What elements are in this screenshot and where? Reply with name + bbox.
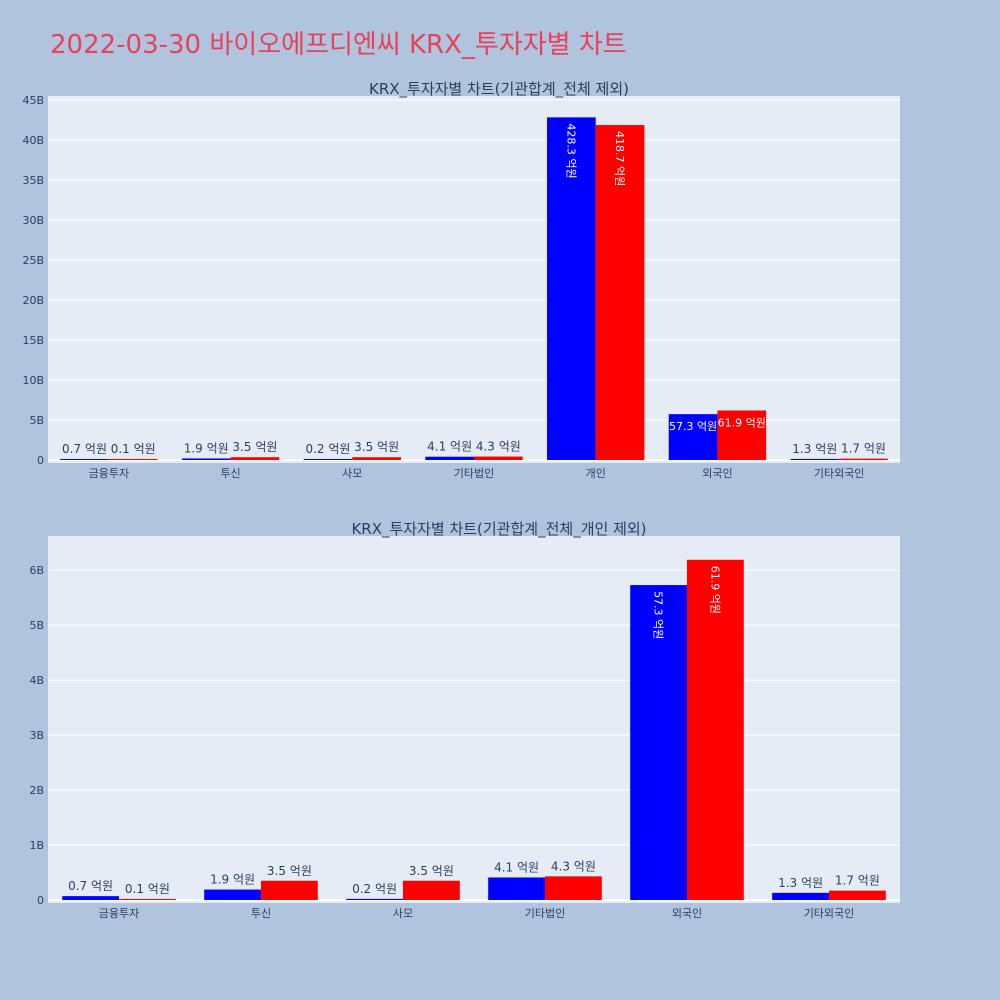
x-tick-label: 기타외국인 bbox=[814, 467, 865, 480]
x-tick-label: 사모 bbox=[393, 907, 413, 920]
page-title: 2022-03-30 바이오에프디엔씨 KRX_투자자별 차트 bbox=[50, 30, 627, 60]
data-label: 4.3 억원 bbox=[551, 859, 596, 873]
y-tick-label: 40B bbox=[22, 134, 44, 147]
x-tick-label: 개인 bbox=[586, 467, 606, 480]
x-tick-label: 외국인 bbox=[672, 907, 702, 920]
x-tick-label: 외국인 bbox=[702, 467, 732, 480]
bar bbox=[204, 889, 261, 900]
bar bbox=[474, 456, 523, 460]
bar bbox=[829, 890, 886, 900]
investor-chart-excl-individual: KRX_투자자별 차트(기관합계_전체_개인 제외) 0 1B 2B 3B 4B 5B 6B 금… bbox=[29, 520, 900, 920]
data-label: 3.5 억원 bbox=[267, 864, 312, 878]
data-label: 418.7 억원 bbox=[613, 131, 626, 186]
y-tick-label: 5B bbox=[29, 414, 44, 427]
data-label: 3.5 억원 bbox=[354, 440, 399, 454]
bar bbox=[403, 880, 460, 900]
data-label: 3.5 억원 bbox=[232, 440, 277, 454]
bar bbox=[303, 459, 353, 460]
data-label: 1.7 억원 bbox=[835, 874, 880, 888]
data-label: 428.3 억원 bbox=[564, 123, 577, 178]
data-label: 57.3 억원 bbox=[669, 420, 717, 433]
data-label: 0.2 억원 bbox=[352, 882, 397, 896]
y-tick-label: 0 bbox=[37, 894, 44, 907]
bar bbox=[687, 559, 744, 900]
bar bbox=[547, 117, 596, 461]
y-tick-label: 4B bbox=[29, 674, 44, 687]
bar bbox=[62, 896, 119, 900]
y-tick-label: 1B bbox=[29, 839, 44, 852]
x-tick-label: 투신 bbox=[220, 467, 240, 480]
bar bbox=[772, 892, 829, 900]
data-label: 1.3 억원 bbox=[778, 876, 823, 890]
y-tick-label: 2B bbox=[29, 784, 44, 797]
bar bbox=[630, 585, 687, 900]
bar bbox=[545, 876, 602, 900]
bar bbox=[595, 125, 645, 460]
y-tick-label: 30B bbox=[22, 214, 44, 227]
data-label: 0.1 억원 bbox=[111, 442, 156, 456]
y-tick-label: 10B bbox=[22, 374, 44, 387]
y-tick-label: 5B bbox=[29, 619, 44, 632]
data-label: 1.7 억원 bbox=[841, 442, 886, 456]
data-label: 0.7 억원 bbox=[68, 879, 113, 893]
y-tick-label: 3B bbox=[29, 729, 44, 742]
bar bbox=[668, 414, 718, 460]
x-tick-label: 금융투자 bbox=[89, 467, 129, 480]
chart-title: KRX_투자자별 차트(기관합계_전체 제외) bbox=[369, 80, 629, 99]
x-tick-label: 기타법인 bbox=[454, 467, 494, 480]
x-tick-label: 금융투자 bbox=[99, 907, 139, 920]
data-label: 0.2 억원 bbox=[305, 442, 350, 456]
y-tick-label: 15B bbox=[22, 334, 44, 347]
bar bbox=[346, 898, 403, 900]
bar bbox=[839, 458, 888, 460]
data-label: 61.9 억원 bbox=[708, 566, 721, 614]
bar bbox=[261, 880, 318, 900]
y-tick-label: 20B bbox=[22, 294, 44, 307]
plot-area bbox=[48, 536, 900, 903]
data-label: 1.9 억원 bbox=[184, 441, 229, 455]
data-label: 4.3 억원 bbox=[476, 440, 521, 454]
data-label: 61.9 억원 bbox=[718, 416, 766, 429]
x-tick-label: 사모 bbox=[342, 467, 362, 480]
data-label: 4.1 억원 bbox=[494, 860, 539, 874]
y-tick-label: 0 bbox=[37, 454, 44, 467]
x-tick-label: 기타법인 bbox=[525, 907, 565, 920]
data-label: 4.1 억원 bbox=[427, 440, 472, 454]
bar bbox=[181, 458, 231, 460]
bar bbox=[108, 459, 158, 460]
bar bbox=[790, 458, 840, 460]
bar bbox=[60, 459, 109, 460]
data-label: 0.7 억원 bbox=[62, 442, 107, 456]
bar bbox=[425, 456, 474, 460]
bar bbox=[352, 457, 401, 460]
y-tick-label: 6B bbox=[29, 564, 44, 577]
x-tick-label: 투신 bbox=[251, 907, 271, 920]
bar bbox=[717, 410, 767, 460]
x-tick-label: 기타외국인 bbox=[804, 907, 855, 920]
data-label: 1.3 억원 bbox=[792, 442, 837, 456]
chart-title: KRX_투자자별 차트(기관합계_전체_개인 제외) bbox=[351, 520, 646, 539]
data-label: 3.5 억원 bbox=[409, 864, 454, 878]
y-tick-label: 25B bbox=[22, 254, 44, 267]
plot-area bbox=[48, 96, 900, 463]
bar bbox=[488, 877, 545, 900]
data-label: 57.3 억원 bbox=[652, 591, 665, 639]
bar bbox=[230, 457, 280, 460]
data-label: 0.1 억원 bbox=[125, 882, 170, 896]
bar bbox=[119, 899, 176, 900]
y-tick-label: 45B bbox=[22, 94, 44, 107]
y-tick-label: 35B bbox=[22, 174, 44, 187]
data-label: 1.9 억원 bbox=[210, 873, 255, 887]
investor-chart-all: KRX_투자자별 차트(기관합계_전체 제외) 0 5B 10B 15B 20B 25B 30… bbox=[22, 80, 900, 480]
